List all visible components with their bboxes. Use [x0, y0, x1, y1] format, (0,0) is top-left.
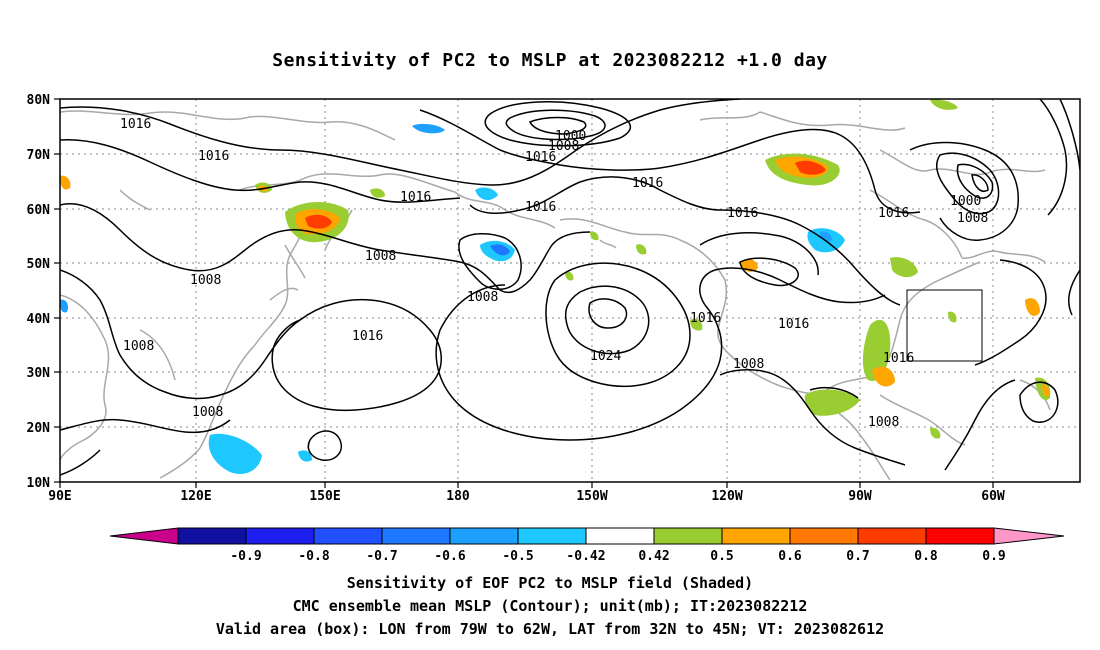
colorbar-label: -0.6: [434, 549, 465, 564]
lat-tick-label: 80N: [27, 93, 51, 108]
colorbar-low-triangle: [109, 527, 179, 545]
caption-line-3: Valid area (box): LON from 79W to 62W, L…: [215, 620, 885, 638]
colorbar-label: -0.5: [502, 549, 533, 564]
contour-label: 1016: [198, 149, 229, 164]
contour-label: 1008: [190, 273, 221, 288]
colorbar-swatch: [449, 527, 519, 545]
colorbar-swatch: [721, 527, 791, 545]
valid-area-box: [906, 289, 983, 362]
caption-line-1: Sensitivity of EOF PC2 to MSLP field (Sh…: [346, 574, 754, 592]
lon-tick-label: 60W: [981, 489, 1005, 504]
lat-tick-label: 50N: [27, 257, 51, 272]
colorbar: -0.9 -0.8 -0.7 -0.6 -0.5 -0.42 0.42 0.5 0.6 0.7 0.…: [109, 527, 1065, 564]
contour-label: 1016: [352, 329, 383, 344]
latitude-labels: 80N 70N 60N 50N 40N 30N 20N 10N: [27, 93, 51, 491]
caption-line-2: CMC ensemble mean MSLP (Contour); unit(m…: [292, 597, 808, 615]
lat-tick-label: 30N: [27, 366, 51, 381]
colorbar-label: -0.42: [566, 549, 605, 564]
lon-tick-label: 90E: [48, 489, 71, 504]
colorbar-swatch: [857, 527, 927, 545]
contour-labels: 1016 1016 1000 1008 1016 1016 1016 1016 …: [120, 117, 988, 430]
lat-tick-label: 60N: [27, 203, 51, 218]
contour-label: 1016: [400, 190, 431, 205]
contour-label: 1008: [957, 211, 988, 226]
contour-label: 1016: [120, 117, 151, 132]
contour-label: 1000: [950, 194, 981, 209]
colorbar-label: 0.5: [710, 549, 733, 564]
colorbar-high-triangle: [993, 527, 1065, 545]
colorbar-label: 0.42: [638, 549, 669, 564]
chart-title: Sensitivity of PC2 to MSLP at 2023082212…: [272, 50, 828, 71]
axis-ticks: [54, 98, 994, 488]
contour-label: 1016: [525, 150, 556, 165]
colorbar-swatch: [313, 527, 383, 545]
colorbar-swatch: [177, 527, 247, 545]
contour-label: 1008: [467, 290, 498, 305]
contour-label: 1016: [690, 311, 721, 326]
lat-tick-label: 10N: [27, 476, 51, 491]
colorbar-label: 0.8: [914, 549, 938, 564]
colorbar-swatch: [653, 527, 723, 545]
contour-label: 1008: [548, 139, 579, 154]
longitude-labels: 90E 120E 150E 180 150W 120W 90W 60W: [48, 489, 1005, 504]
lon-tick-label: 180: [446, 489, 470, 504]
contour-label: 1008: [868, 415, 899, 430]
colorbar-swatch: [789, 527, 859, 545]
lat-tick-label: 40N: [27, 312, 51, 327]
contour-label: 1016: [525, 200, 556, 215]
colorbar-label: -0.9: [230, 549, 261, 564]
lat-tick-label: 20N: [27, 421, 51, 436]
contour-label: 1024: [590, 349, 621, 364]
contour-label: 1016: [883, 351, 914, 366]
colorbar-label: 0.9: [982, 549, 1005, 564]
colorbar-swatch: [517, 527, 587, 545]
colorbar-swatch: [925, 527, 995, 545]
contour-label: 1000: [555, 129, 586, 144]
map-frame: [59, 98, 1081, 483]
lon-tick-label: 90W: [848, 489, 872, 504]
lon-tick-label: 120W: [711, 489, 742, 504]
contour-label: 1016: [878, 206, 909, 221]
lon-tick-label: 120E: [180, 489, 211, 504]
coastlines: [60, 110, 1051, 481]
contour-label: 1008: [365, 249, 396, 264]
colorbar-label: 0.7: [846, 549, 869, 564]
contour-label: 1008: [192, 405, 223, 420]
lon-tick-label: 150E: [309, 489, 340, 504]
contour-label: 1008: [123, 339, 154, 354]
contour-label: 1008: [733, 357, 764, 372]
mslp-contours: [60, 99, 1080, 476]
contour-label: 1016: [632, 176, 663, 191]
colorbar-swatch: [245, 527, 315, 545]
colorbar-label: -0.8: [298, 549, 329, 564]
contour-label: 1016: [727, 206, 758, 221]
lon-tick-label: 150W: [576, 489, 607, 504]
lat-tick-label: 70N: [27, 148, 51, 163]
sensitivity-shading: [60, 99, 1051, 475]
colorbar-label: -0.7: [366, 549, 397, 564]
contour-label: 1016: [778, 317, 809, 332]
colorbar-swatch: [381, 527, 451, 545]
colorbar-label: 0.6: [778, 549, 802, 564]
colorbar-swatch: [585, 527, 655, 545]
